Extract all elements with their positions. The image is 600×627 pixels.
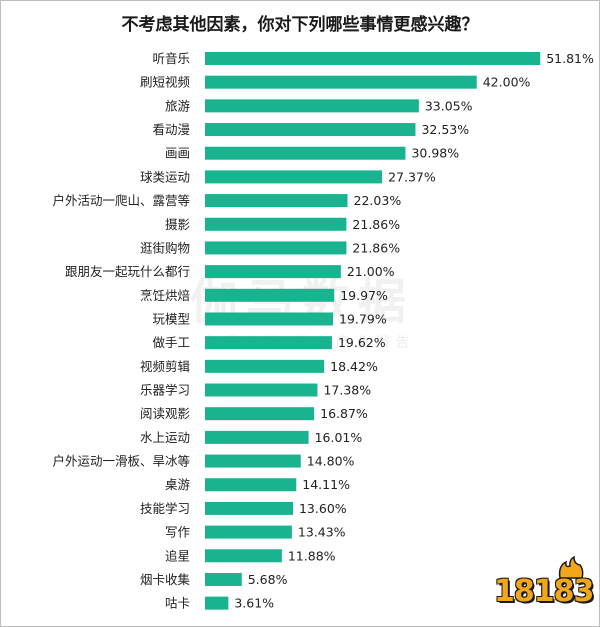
category-label: 咕卡 <box>165 596 190 611</box>
bar <box>205 383 318 397</box>
category-label: 跟朋友一起玩什么都行 <box>65 264 190 279</box>
category-label: 逛街购物 <box>140 240 190 255</box>
bar <box>205 52 541 65</box>
category-label: 刷短视频 <box>140 75 191 90</box>
value-label: 17.38% <box>323 383 371 398</box>
bar <box>205 217 347 231</box>
category-label: 户外运动一滑板、旱冰等 <box>52 454 190 469</box>
value-label: 16.87% <box>320 406 368 421</box>
category-label: 户外活动一爬山、露营等 <box>52 193 190 208</box>
category-label: 视频剪辑 <box>140 359 190 374</box>
value-label: 19.97% <box>340 288 388 303</box>
chart-title: 不考虑其他因素，你对下列哪些事情更感兴趣？ <box>121 15 479 35</box>
value-label: 21.86% <box>352 217 400 232</box>
value-label: 32.53% <box>421 122 469 137</box>
value-label: 27.37% <box>388 169 436 184</box>
category-label: 技能学习 <box>140 501 190 516</box>
site-logo: 18183 <box>494 574 594 609</box>
value-label: 5.68% <box>248 572 288 587</box>
category-label: 画画 <box>165 146 190 161</box>
category-label: 烹饪烘焙 <box>140 288 190 303</box>
flame-icon <box>558 556 584 579</box>
bar <box>205 99 419 113</box>
category-label: 追星 <box>165 548 190 563</box>
bar <box>205 359 325 373</box>
value-label: 18.42% <box>330 359 378 374</box>
bar <box>205 336 332 350</box>
bar <box>205 430 309 444</box>
value-label: 13.43% <box>298 525 346 540</box>
value-label: 19.79% <box>339 311 387 326</box>
value-label: 14.80% <box>307 454 355 469</box>
value-label: 16.01% <box>315 430 363 445</box>
value-label: 51.81% <box>546 51 594 66</box>
value-label: 19.62% <box>338 335 386 350</box>
category-label: 写作 <box>165 525 191 540</box>
bar <box>205 170 383 184</box>
bar <box>205 312 334 326</box>
bar <box>205 407 315 421</box>
category-label: 球类运动 <box>140 169 190 184</box>
value-label: 21.00% <box>347 264 395 279</box>
bar <box>205 241 347 255</box>
bar <box>205 123 416 137</box>
bar <box>205 572 242 586</box>
bar <box>205 75 477 89</box>
bar <box>205 454 301 468</box>
value-label: 21.86% <box>352 240 400 255</box>
bar <box>205 501 293 515</box>
bar <box>205 525 292 539</box>
value-label: 33.05% <box>425 98 473 113</box>
value-label: 14.11% <box>302 477 350 492</box>
bar <box>205 549 282 563</box>
bar <box>205 146 406 160</box>
category-label: 旅游 <box>165 98 191 113</box>
value-label: 3.61% <box>234 596 274 611</box>
category-label: 看动漫 <box>152 122 190 137</box>
value-label: 13.60% <box>299 501 347 516</box>
value-label: 42.00% <box>483 75 531 90</box>
category-label: 烟卡收集 <box>140 572 191 587</box>
value-label: 11.88% <box>288 548 336 563</box>
bar <box>205 478 297 492</box>
category-label: 桌游 <box>165 477 191 492</box>
category-label: 阅读观影 <box>140 406 191 421</box>
value-label: 30.98% <box>411 146 459 161</box>
bar <box>205 596 229 610</box>
category-label: 做手工 <box>152 335 190 350</box>
category-label: 乐器学习 <box>140 383 190 398</box>
value-label: 22.03% <box>354 193 402 208</box>
category-label: 玩模型 <box>152 311 190 326</box>
bar <box>205 265 341 279</box>
category-label: 水上运动 <box>140 430 190 445</box>
category-label: 听音乐 <box>152 51 190 66</box>
category-label: 摄影 <box>165 217 191 232</box>
bar <box>205 288 335 302</box>
bar <box>205 194 348 208</box>
